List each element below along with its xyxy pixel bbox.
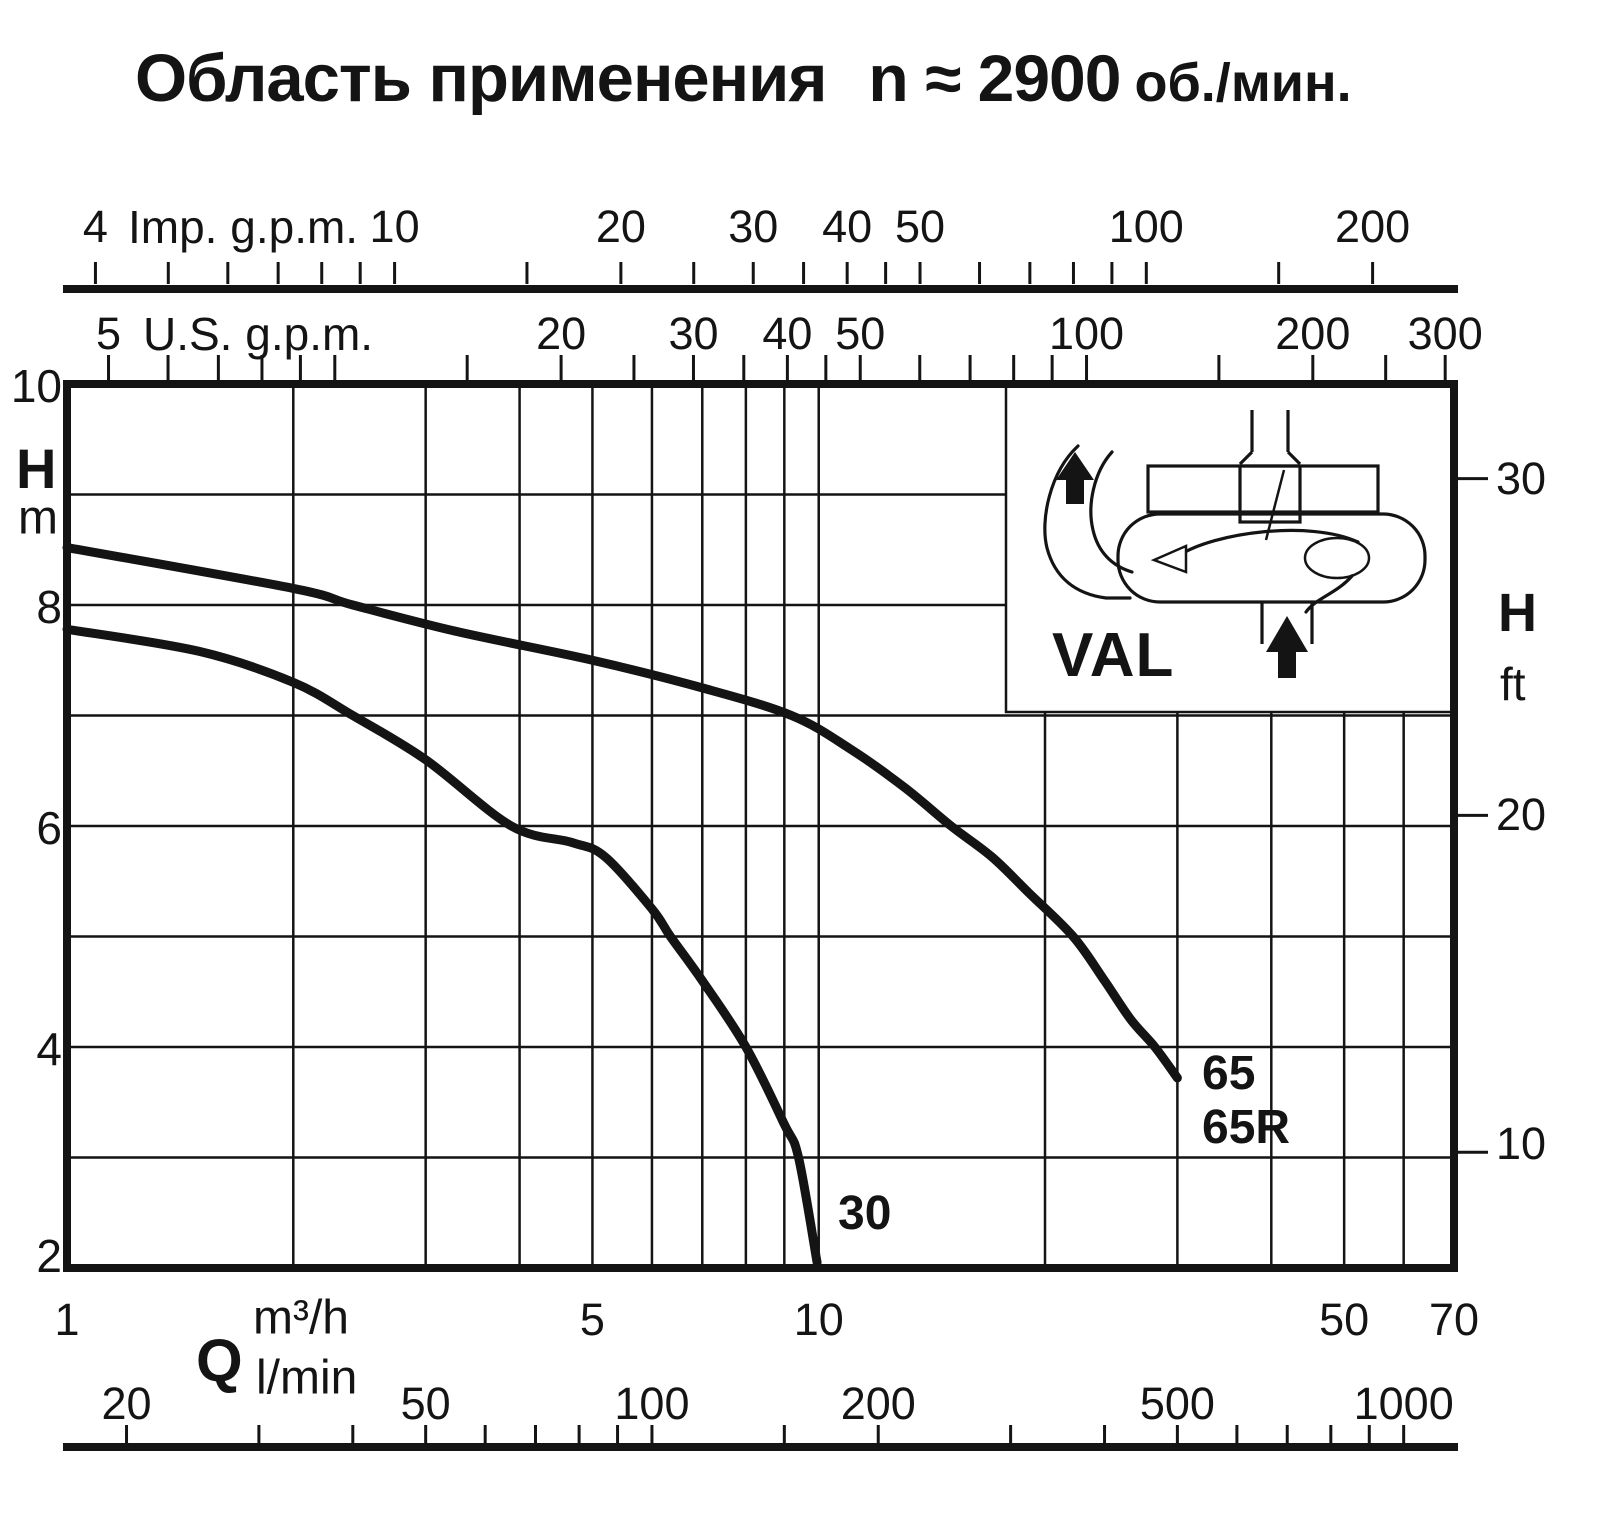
tick-label-us-gpm-5: 5 <box>96 308 122 359</box>
tick-label-imp-gpm-10: 10 <box>369 201 420 252</box>
inset-suction-pipe-outer <box>1043 444 1132 600</box>
inset-model-label: VAL <box>1052 621 1175 690</box>
tick-label-imp-gpm-4: 4 <box>82 201 108 252</box>
curve-65-65R <box>62 543 1182 1083</box>
tick-label-h-m-8: 8 <box>36 581 62 633</box>
tick-label-us-gpm-300: 300 <box>1407 308 1483 359</box>
tick-label-m3h-5: 5 <box>579 1294 605 1345</box>
left-arrowhead-icon <box>1150 544 1188 574</box>
inset-swirl-line <box>1176 528 1360 558</box>
tick-label-h-m-6: 6 <box>36 802 62 854</box>
up-arrow-icon <box>1278 652 1296 678</box>
tick-label-us-gpm-30: 30 <box>668 308 719 359</box>
tick-label-h-m-2: 2 <box>36 1230 62 1282</box>
tick-label-lmin-50: 50 <box>400 1378 451 1429</box>
tick-label-imp-gpm-30: 30 <box>728 201 779 252</box>
tick-label-us-gpm-100: 100 <box>1048 308 1125 359</box>
flow-unit-m3h: m³/h <box>253 1291 349 1345</box>
head-axis-unit-right: ft <box>1500 658 1526 710</box>
page-title: Область применения n ≈ 2900 об./мин. <box>135 40 1352 117</box>
head-axis-symbol-left: H <box>16 437 57 500</box>
tick-label-h-m-4: 4 <box>36 1023 62 1075</box>
inset-top-flare <box>1286 450 1302 466</box>
tick-label-us-gpm-40: 40 <box>762 308 813 359</box>
up-arrow-icon <box>1056 452 1094 480</box>
tick-label-us-gpm-50: 50 <box>835 308 886 359</box>
inset-top-flare <box>1238 450 1254 466</box>
imp-gpm-axis-label: Imp. g.p.m. <box>128 201 359 253</box>
tick-label-m3h-1: 1 <box>54 1294 80 1345</box>
head-axis-unit-left: m <box>18 491 58 545</box>
tick-label-m3h-50: 50 <box>1319 1294 1370 1345</box>
inset-chamber <box>1116 512 1427 604</box>
tick-label-h-ft-20: 20 <box>1496 789 1547 841</box>
tick-label-us-gpm-20: 20 <box>536 308 587 359</box>
tick-label-imp-gpm-20: 20 <box>595 201 646 252</box>
tick-label-imp-gpm-200: 200 <box>1335 201 1411 252</box>
curve-label-65r: 65R <box>1202 1101 1291 1154</box>
title-text: Область применения <box>135 41 827 116</box>
inset-nozzle-hatch <box>1264 469 1286 541</box>
tick-label-m3h-10: 10 <box>793 1294 844 1345</box>
tick-label-lmin-20: 20 <box>101 1378 152 1429</box>
title-speed: n ≈ 2900 <box>868 41 1121 115</box>
inset-swirl-loop <box>1303 536 1371 580</box>
tick-label-us-gpm-200: 200 <box>1275 308 1351 359</box>
curve-30 <box>62 624 822 1267</box>
curve-label-65: 65 <box>1202 1047 1256 1100</box>
tick-label-h-ft-30: 30 <box>1496 452 1547 504</box>
flow-unit-lmin: l/min <box>256 1351 358 1405</box>
curve-label-30: 30 <box>838 1187 892 1240</box>
tick-label-imp-gpm-100: 100 <box>1108 201 1184 252</box>
tick-label-lmin-100: 100 <box>614 1378 690 1429</box>
tick-label-imp-gpm-40: 40 <box>822 201 873 252</box>
inset-swirl-tail <box>1304 574 1354 614</box>
up-arrow-icon <box>1066 480 1084 504</box>
us-gpm-axis-label: U.S. g.p.m. <box>143 308 374 360</box>
tick-label-lmin-1000: 1000 <box>1353 1378 1454 1429</box>
head-axis-symbol-right: H <box>1498 583 1537 643</box>
tick-label-m3h-70: 70 <box>1428 1294 1480 1345</box>
tick-label-h-ft-10: 10 <box>1496 1118 1547 1170</box>
tick-label-h-m-10: 10 <box>10 360 62 412</box>
tick-label-lmin-500: 500 <box>1139 1378 1215 1429</box>
inset-suction-pipe-inner <box>1089 450 1134 574</box>
up-arrow-icon <box>1266 616 1308 652</box>
title-speed-unit: об./мин. <box>1134 53 1352 113</box>
flow-axis-symbol: Q <box>196 1327 243 1394</box>
plot-border <box>63 380 1458 1272</box>
tick-label-lmin-200: 200 <box>840 1378 916 1429</box>
tick-label-imp-gpm-50: 50 <box>894 201 946 252</box>
